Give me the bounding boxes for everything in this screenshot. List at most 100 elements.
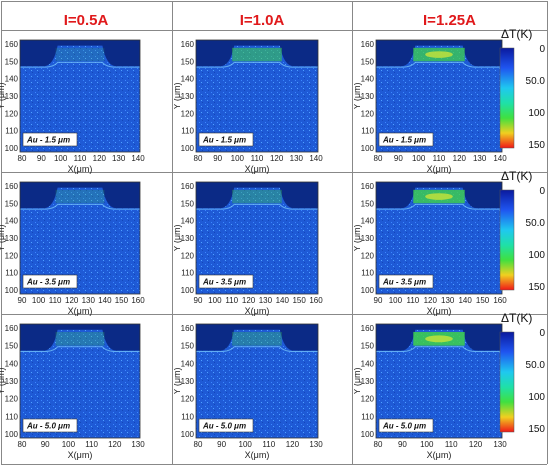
svg-text:Au - 5.0 μm: Au - 5.0 μm: [26, 422, 70, 431]
column-header-0: I=0.5A: [63, 12, 109, 29]
y-tick-label: 100: [5, 144, 19, 153]
y-axis-label: Y (μm): [354, 367, 362, 394]
x-tick-label: 130: [112, 154, 126, 163]
svg-text:Au - 3.5 μm: Au - 3.5 μm: [382, 278, 426, 287]
y-tick-label: 120: [5, 251, 19, 260]
x-tick-label: 150: [476, 296, 490, 305]
interface-line: [376, 61, 502, 68]
y-tick-label: 140: [361, 217, 375, 226]
x-tick-label: 130: [82, 296, 96, 305]
y-tick-label: 160: [181, 40, 195, 49]
x-tick-label: 100: [208, 296, 222, 305]
colorbar-tick: 100: [528, 250, 545, 261]
y-tick-label: 100: [5, 430, 19, 439]
interface-line: [196, 203, 318, 210]
x-tick-label: 90: [194, 296, 203, 305]
sample-label: Au - 5.0 μm: [198, 418, 254, 433]
y-tick-label: 130: [5, 234, 19, 243]
svg-text:Au - 1.5 μm: Au - 1.5 μm: [202, 136, 246, 145]
x-tick-label: 130: [473, 154, 487, 163]
x-tick-label: 90: [398, 440, 407, 449]
hot-spot: [232, 47, 282, 62]
y-tick-label: 160: [361, 40, 375, 49]
y-tick-label: 100: [361, 430, 375, 439]
thermal-map-r0-c0: 160 150 140 130 120 110 100 Y (μm) 80 90 100 110 120…: [0, 39, 145, 174]
thermal-map-r1-c0: 160150140130120110100Y (μm)9010011012013…: [0, 181, 145, 316]
y-tick-label: 100: [181, 286, 195, 295]
x-tick-label: 100: [239, 440, 253, 449]
colorbar-tick: 100: [528, 108, 545, 119]
grid-line-row1: [1, 172, 547, 173]
x-tick-label: 140: [458, 296, 472, 305]
thermal-map-r2-c2: 160 150 140 130 120 110 100 Y (μm) 80 90 100 110 120…: [354, 323, 507, 460]
y-tick-label: 100: [361, 286, 375, 295]
y-tick-label: 160: [5, 324, 19, 333]
y-tick-label: 150: [5, 57, 19, 66]
x-tick-label: 120: [108, 440, 122, 449]
x-tick-label: 100: [62, 440, 76, 449]
colorbar-gradient: [499, 189, 515, 291]
colorbar-tick: 0: [539, 328, 545, 339]
map-frame: [19, 39, 141, 153]
sample-label: Au - 3.5 μm: [378, 274, 434, 289]
y-tick-label: 110: [5, 412, 18, 421]
x-tick-label: 140: [493, 154, 507, 163]
hot-spot: [55, 47, 105, 62]
y-tick-label: 120: [181, 395, 195, 404]
x-tick-label: 100: [32, 296, 46, 305]
x-axis-label: X(μm): [427, 450, 452, 460]
y-axis-label: Y (μm): [174, 224, 182, 251]
x-axis-label: X(μm): [68, 450, 93, 460]
x-tick-label: 80: [194, 154, 203, 163]
y-tick-label: 150: [181, 199, 195, 208]
air-region: [376, 324, 502, 351]
y-tick-label: 120: [361, 395, 375, 404]
y-tick-label: 150: [361, 57, 375, 66]
interface-line: [20, 61, 140, 68]
air-region: [196, 182, 318, 209]
x-tick-label: 80: [194, 440, 203, 449]
colorbar-tick: 150: [528, 140, 545, 151]
colorbar-tick: 50.0: [526, 76, 546, 87]
colorbar-tick: 50.0: [526, 218, 546, 229]
y-tick-label: 110: [361, 127, 374, 136]
y-tick-label: 140: [181, 359, 195, 368]
x-tick-label: 110: [225, 296, 238, 305]
thermal-map-r1-c2: 160150140130120110100Y (μm)9010011012013…: [354, 181, 507, 316]
x-tick-label: 90: [18, 296, 27, 305]
colorbar-r0: ΔT(K) 0 50.0 100 150: [499, 27, 546, 151]
x-tick-label: 100: [420, 440, 434, 449]
thermal-map-r1-c1: 160150140130120110100Y (μm)9010011012013…: [174, 181, 323, 316]
air-region: [20, 324, 140, 351]
colorbar-title: ΔT(K): [501, 27, 532, 41]
y-tick-label: 140: [361, 75, 375, 84]
x-tick-label: 160: [493, 296, 507, 305]
x-tick-label: 110: [251, 154, 264, 163]
y-tick-label: 110: [181, 269, 194, 278]
x-tick-label: 110: [85, 440, 98, 449]
svg-text:Au - 5.0 μm: Au - 5.0 μm: [382, 422, 426, 431]
thermal-map-r2-c1: 160 150 140 130 120 110 100 Y (μm) 80 90 100 110 120…: [174, 323, 323, 460]
y-tick-label: 140: [181, 217, 195, 226]
x-tick-label: 120: [270, 154, 284, 163]
thermal-map-r2-c0: 160 150 140 130 120 110 100 Y (μm) 80 90 100 110 120…: [0, 323, 145, 460]
y-tick-label: 120: [361, 251, 375, 260]
y-tick-label: 120: [5, 109, 19, 118]
y-tick-label: 140: [361, 359, 375, 368]
svg-text:Au - 5.0 μm: Au - 5.0 μm: [202, 422, 246, 431]
y-axis-label: Y (μm): [354, 82, 362, 109]
y-tick-label: 100: [361, 144, 375, 153]
x-tick-label: 90: [41, 440, 50, 449]
colorbar-title: ΔT(K): [501, 169, 532, 183]
x-tick-label: 100: [231, 154, 245, 163]
y-tick-label: 160: [181, 182, 195, 191]
y-tick-label: 160: [5, 40, 19, 49]
x-tick-label: 130: [131, 440, 145, 449]
y-tick-label: 120: [181, 109, 195, 118]
colorbar-gradient: [499, 47, 515, 149]
sample-label: Au - 5.0 μm: [22, 418, 78, 433]
y-tick-label: 110: [361, 412, 374, 421]
x-tick-label: 130: [290, 154, 304, 163]
sample-label: Au - 5.0 μm: [378, 418, 434, 433]
